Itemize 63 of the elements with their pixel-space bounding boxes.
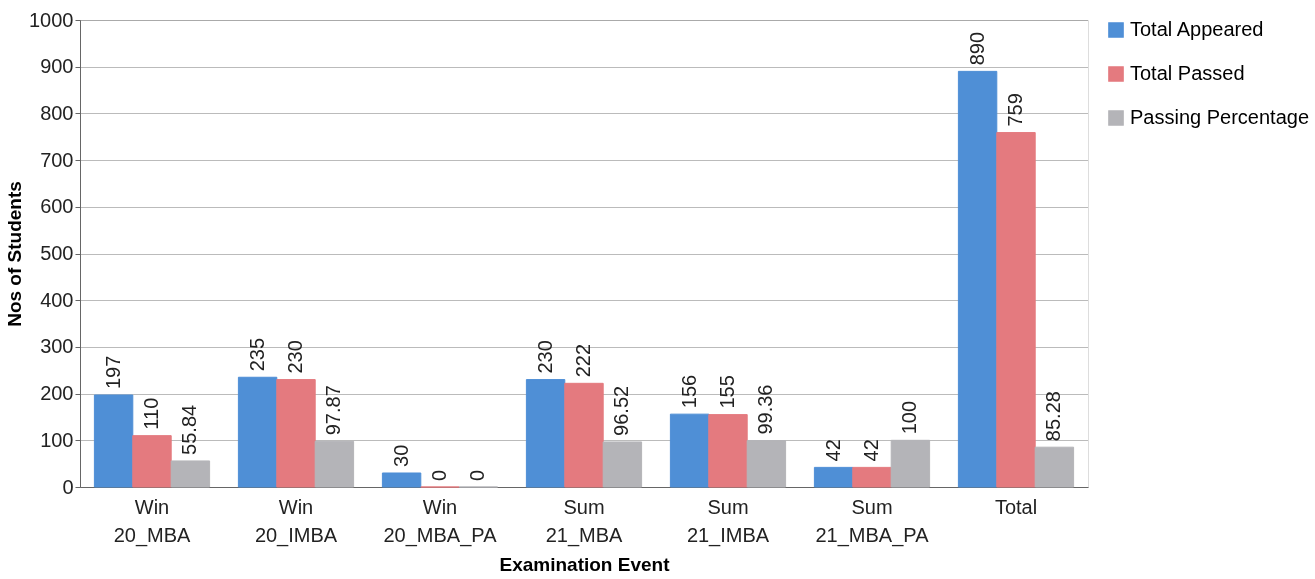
data-label: 42 bbox=[821, 439, 844, 462]
legend-label: Passing Percentage bbox=[1130, 106, 1310, 128]
bar bbox=[708, 414, 748, 488]
x-tick-label: Sum 21_IMBA bbox=[686, 495, 770, 547]
x-tick-label: Win 20_MBA bbox=[113, 495, 192, 547]
bar bbox=[93, 394, 134, 488]
bar bbox=[276, 379, 316, 488]
bar bbox=[381, 472, 422, 488]
data-label: 30 bbox=[389, 444, 412, 467]
y-tick-label: 900 bbox=[40, 55, 74, 78]
bar bbox=[564, 382, 604, 488]
data-label: 97.87 bbox=[322, 385, 345, 436]
x-tick-label: Sum 21_MBA_PA bbox=[815, 495, 930, 547]
y-tick-label: 500 bbox=[40, 242, 74, 264]
bar bbox=[314, 440, 355, 488]
y-tick-label: 700 bbox=[40, 148, 74, 171]
x-tick-label: Sum 21_MBA bbox=[545, 495, 624, 547]
data-label: 110 bbox=[140, 397, 162, 430]
bar bbox=[170, 460, 211, 488]
bar bbox=[957, 70, 998, 488]
data-label: 230 bbox=[533, 340, 556, 374]
data-label: 55.84 bbox=[178, 404, 201, 455]
x-tick-label: Total bbox=[994, 495, 1038, 518]
data-label: 100 bbox=[898, 400, 921, 435]
data-label: 230 bbox=[284, 340, 306, 374]
data-label: 99.36 bbox=[754, 384, 777, 435]
y-tick-label: 300 bbox=[40, 335, 74, 358]
data-label: 96.52 bbox=[610, 385, 633, 436]
data-label: 0 bbox=[466, 469, 489, 481]
y-tick-label: 800 bbox=[40, 101, 74, 124]
data-label: 235 bbox=[245, 337, 268, 372]
y-tick-label: 200 bbox=[40, 382, 74, 405]
y-axis-title: Nos of Students bbox=[4, 181, 26, 327]
data-label: 42 bbox=[860, 439, 882, 462]
bar bbox=[890, 439, 931, 488]
bar bbox=[813, 466, 854, 488]
data-label: 197 bbox=[101, 355, 124, 389]
bar bbox=[602, 441, 643, 488]
bar bbox=[746, 440, 787, 488]
x-axis-title: Examination Event bbox=[499, 553, 671, 575]
x-tick-label: Win 20_IMBA bbox=[254, 495, 338, 547]
y-tick-label: 100 bbox=[40, 428, 74, 451]
bar bbox=[852, 466, 892, 488]
data-label: 222 bbox=[572, 343, 594, 378]
bar bbox=[237, 376, 278, 488]
data-label: 759 bbox=[1004, 93, 1026, 127]
bar bbox=[669, 413, 710, 488]
bar bbox=[996, 132, 1036, 488]
data-label: 155 bbox=[716, 375, 738, 409]
data-label: 0 bbox=[428, 469, 450, 481]
data-label: 85.28 bbox=[1042, 391, 1065, 442]
y-tick-label: 0 bbox=[62, 475, 74, 498]
legend-label: Total Passed bbox=[1130, 62, 1245, 84]
x-tick-label: Win 20_MBA_PA bbox=[383, 495, 498, 547]
bar bbox=[1034, 446, 1075, 488]
bar bbox=[132, 435, 172, 488]
bar bbox=[525, 379, 566, 488]
y-tick-label: 1000 bbox=[29, 8, 74, 31]
legend-label: Total Appeared bbox=[1130, 18, 1264, 40]
y-tick-label: 400 bbox=[40, 288, 74, 311]
data-label: 156 bbox=[677, 374, 700, 409]
y-tick-label: 600 bbox=[40, 195, 74, 218]
data-label: 890 bbox=[965, 31, 988, 66]
